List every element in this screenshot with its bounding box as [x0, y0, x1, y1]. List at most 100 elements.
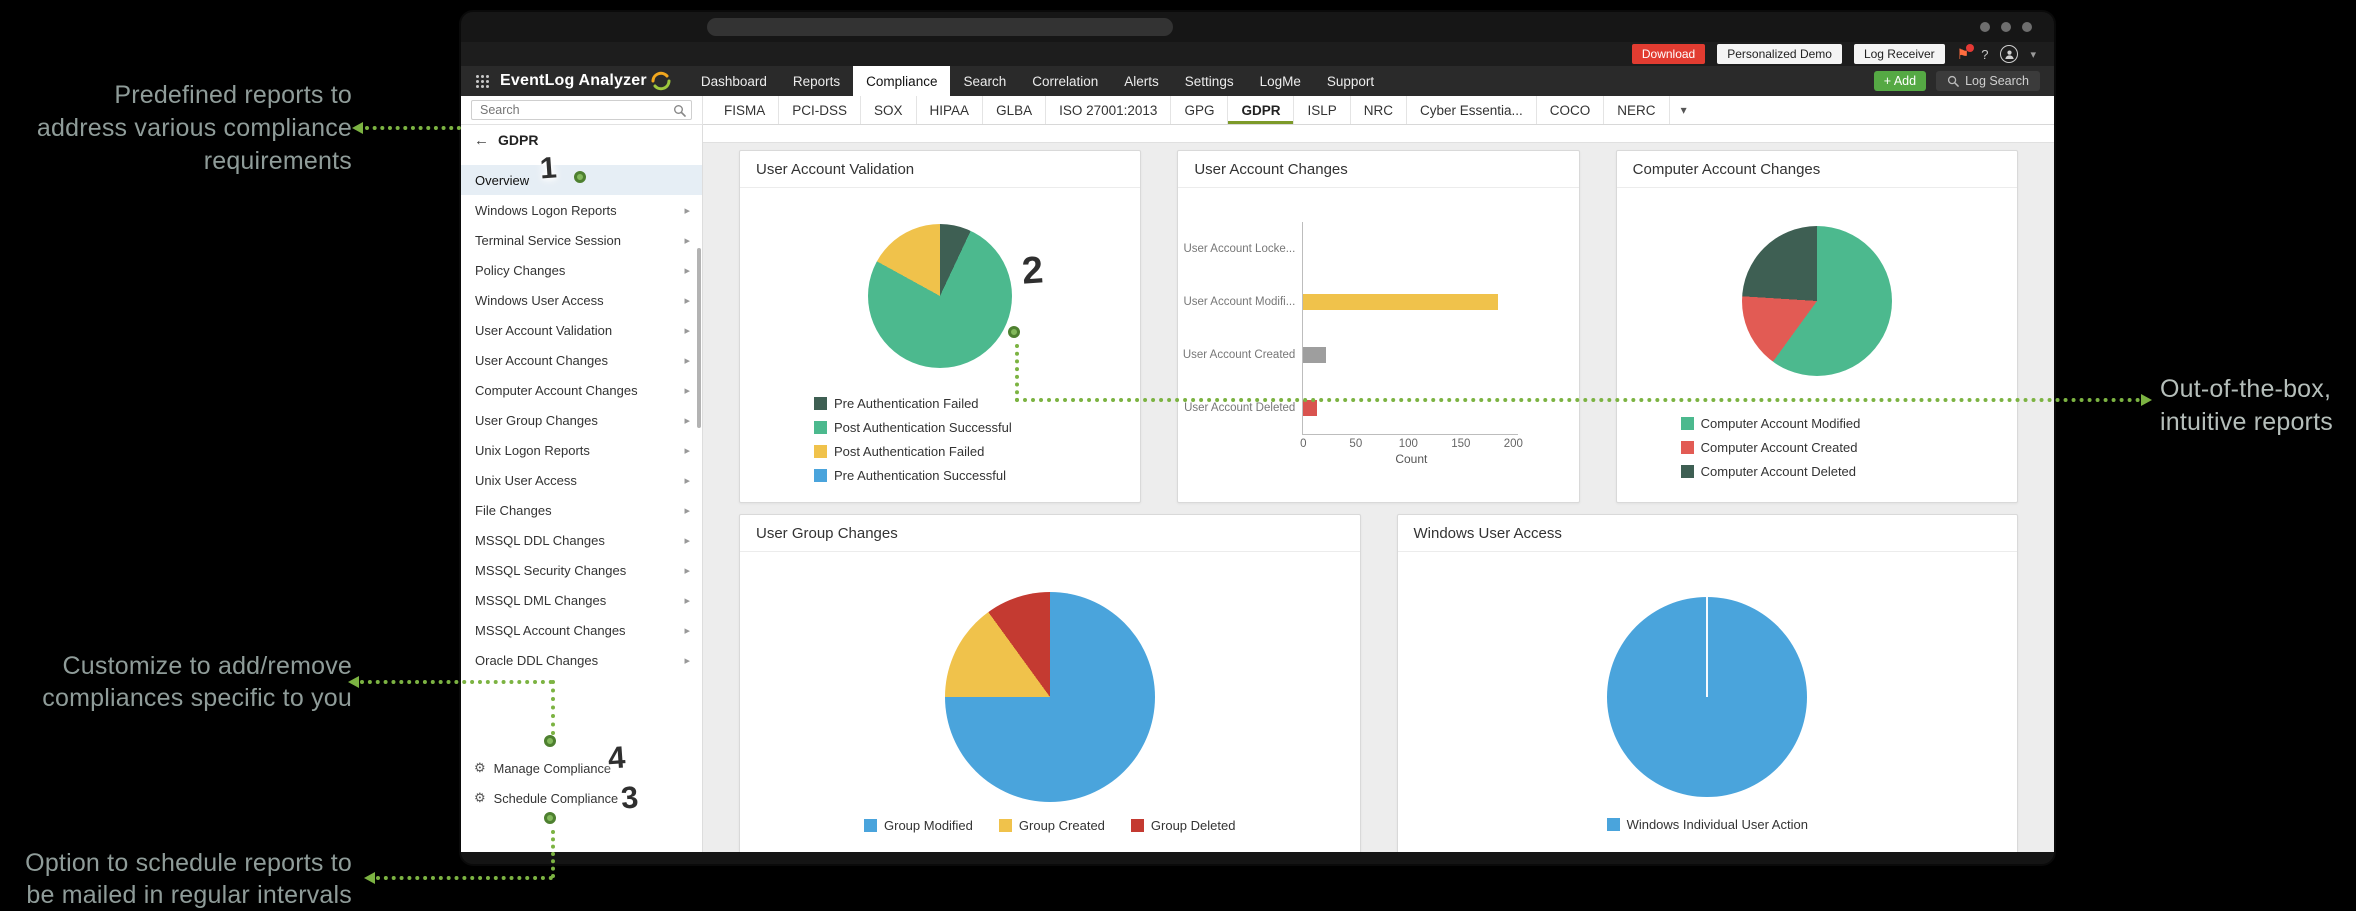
search-icon [674, 105, 686, 117]
compliance-tab-glba[interactable]: GLBA [983, 96, 1047, 124]
sidebar-scrollbar[interactable] [697, 248, 701, 428]
submenu-caret-icon: ▸ [684, 624, 690, 637]
personalized-demo-button[interactable]: Personalized Demo [1717, 44, 1842, 64]
annotation-customize-compliances: Customize to add/remove compliances spec… [42, 652, 352, 712]
gear-icon: ⚙ [474, 760, 486, 775]
sidebar-item-mssql-account-changes[interactable]: MSSQL Account Changes ▸ [475, 622, 690, 638]
content-header-strip [703, 125, 2054, 143]
bar-category-label: User Account Created [1182, 348, 1296, 361]
apps-grid-icon[interactable] [475, 74, 490, 89]
sidebar-item-windows-logon-reports[interactable]: Windows Logon Reports ▸ [475, 202, 690, 218]
compliance-tab-gdpr[interactable]: GDPR [1228, 96, 1295, 124]
legend-swatch [1680, 441, 1694, 454]
legend-item: Group Modified [864, 818, 973, 833]
compliance-tab-islp[interactable]: ISLP [1294, 96, 1351, 124]
sidebar-item-mssql-dml-changes[interactable]: MSSQL DML Changes ▸ [475, 592, 690, 608]
bar-category-label: User Account Locke... [1183, 242, 1296, 255]
sidebar-item-oracle-ddl-changes[interactable]: Oracle DDL Changes ▸ [475, 652, 690, 668]
sidebar-item-mssql-ddl-changes[interactable]: MSSQL DDL Changes ▸ [475, 532, 690, 548]
legend-swatch [814, 397, 827, 410]
app-window: Download Personalized Demo Log Receiver … [461, 12, 2054, 864]
log-receiver-button[interactable]: Log Receiver [1853, 44, 1945, 64]
sidebar-item-terminal-service-session[interactable]: Terminal Service Session ▸ [475, 232, 690, 248]
tab-overflow-caret-icon[interactable]: ▾ [1680, 103, 1687, 117]
nav-item-compliance[interactable]: Compliance [853, 66, 951, 96]
sidebar-item-policy-changes[interactable]: Policy Changes ▸ [475, 262, 690, 278]
nav-item-dashboard[interactable]: Dashboard [700, 73, 767, 89]
sidebar-item-user-account-validation[interactable]: User Account Validation ▸ [475, 322, 690, 338]
callout-line [365, 126, 461, 130]
compliance-tab-fisma[interactable]: FISMA [711, 96, 780, 124]
window-control-dot[interactable] [2001, 22, 2011, 32]
sidebar-item-mssql-security-changes[interactable]: MSSQL Security Changes ▸ [475, 562, 690, 578]
app-logo-text: EventLog Analyzer [500, 72, 647, 89]
legend-swatch [864, 819, 878, 832]
compliance-tab-sox[interactable]: SOX [861, 96, 917, 124]
legend-swatch [1606, 818, 1620, 831]
bar-category-label: User Account Modifi... [1183, 295, 1296, 308]
sidebar-item-user-account-changes[interactable]: User Account Changes ▸ [475, 352, 690, 368]
nav-item-logme[interactable]: LogMe [1259, 73, 1301, 89]
nav-item-support[interactable]: Support [1326, 73, 1375, 89]
window-control-dot[interactable] [2022, 22, 2032, 32]
bar-user-account-deleted [1303, 399, 1317, 416]
main-nav-bar: EventLog Analyzer Dashboard Reports Compli… [461, 66, 2054, 96]
schedule-compliance-button[interactable]: ⚙ Schedule Compliance [474, 790, 619, 806]
search-icon [1947, 75, 1959, 87]
sidebar-item-unix-logon-reports[interactable]: Unix Logon Reports ▸ [475, 442, 690, 458]
compliance-tab-nerc[interactable]: NERC [1604, 96, 1670, 124]
callout-arrowhead-icon [348, 676, 359, 688]
window-control-dot[interactable] [1980, 22, 1990, 32]
back-icon[interactable]: ← [474, 131, 489, 149]
submenu-caret-icon: ▸ [684, 414, 690, 427]
submenu-caret-icon: ▸ [684, 204, 690, 217]
annotation-schedule-reports: Option to schedule reports to be mailed … [25, 849, 352, 909]
search-input[interactable] [471, 100, 692, 120]
window-tab-strip [707, 18, 1173, 36]
axis-tick-label: 200 [1503, 438, 1523, 450]
compliance-tab-iso-27001-2013[interactable]: ISO 27001:2013 [1046, 96, 1172, 124]
nav-item-settings[interactable]: Settings [1184, 73, 1234, 89]
reports-area: User Account Validation Pre Authenticati… [703, 125, 2054, 852]
compliance-tab-gpg[interactable]: GPG [1171, 96, 1229, 124]
compliance-tab-nrc[interactable]: NRC [1351, 96, 1407, 124]
callout-line [1015, 344, 1019, 402]
bar-user-account-modifi [1303, 293, 1498, 310]
sidebar-item-file-changes[interactable]: File Changes ▸ [475, 502, 690, 518]
user-avatar[interactable] [2000, 45, 2019, 63]
notification-flag-icon[interactable]: ⚑ [1957, 44, 1975, 61]
compliance-tab-cyber-essentia[interactable]: Cyber Essentia... [1407, 96, 1537, 124]
callout-dot [544, 812, 556, 824]
callout-arrowhead-icon [352, 122, 363, 134]
report-card-user-account-validation: User Account Validation Pre Authenticati… [739, 150, 1142, 503]
step-marker-3: 3 [619, 779, 640, 816]
nav-item-correlation[interactable]: Correlation [1032, 73, 1099, 89]
submenu-caret-icon: ▸ [684, 444, 690, 457]
sidebar-item-computer-account-changes[interactable]: Computer Account Changes ▸ [475, 382, 690, 398]
report-card-windows-user-access: Windows User Access Windows Individual U… [1396, 514, 2018, 852]
sidebar-item-windows-user-access[interactable]: Windows User Access ▸ [475, 292, 690, 308]
sidebar-header: ← GDPR [461, 125, 702, 155]
sidebar-search [461, 96, 703, 125]
compliance-tab-hipaa[interactable]: HIPAA [917, 96, 984, 124]
user-menu-caret-icon[interactable]: ▾ [2030, 48, 2036, 61]
pie-chart-user-group-changes: Group Modified Group Created Group Deleted [740, 552, 1360, 852]
sidebar-item-user-group-changes[interactable]: User Group Changes ▸ [475, 412, 690, 428]
main-nav: Dashboard Reports Compliance Search Correlat… [688, 66, 1387, 96]
legend-item: Computer Account Modified [1680, 416, 1860, 431]
log-search-button[interactable]: Log Search [1936, 71, 2040, 91]
nav-item-alerts[interactable]: Alerts [1124, 73, 1159, 89]
download-button[interactable]: Download [1631, 44, 1706, 64]
compliance-tab-pci-dss[interactable]: PCI-DSS [779, 96, 862, 124]
compliance-tab-coco[interactable]: COCO [1537, 96, 1605, 124]
sidebar-item-unix-user-access[interactable]: Unix User Access ▸ [475, 472, 690, 488]
nav-item-reports[interactable]: Reports [792, 73, 841, 89]
manage-compliance-button[interactable]: ⚙ Manage Compliance [474, 760, 612, 776]
legend-item: Group Deleted [1130, 818, 1235, 833]
card-title: Windows User Access [1397, 515, 2017, 552]
nav-item-search[interactable]: Search [963, 73, 1007, 89]
help-icon[interactable]: ? [1981, 46, 1989, 62]
add-button[interactable]: + Add [1873, 71, 1927, 91]
step-marker-2: 2 [1020, 249, 1045, 293]
sidebar-footer: ⚙ Manage Compliance ⚙ Schedule Compliance [461, 753, 702, 813]
